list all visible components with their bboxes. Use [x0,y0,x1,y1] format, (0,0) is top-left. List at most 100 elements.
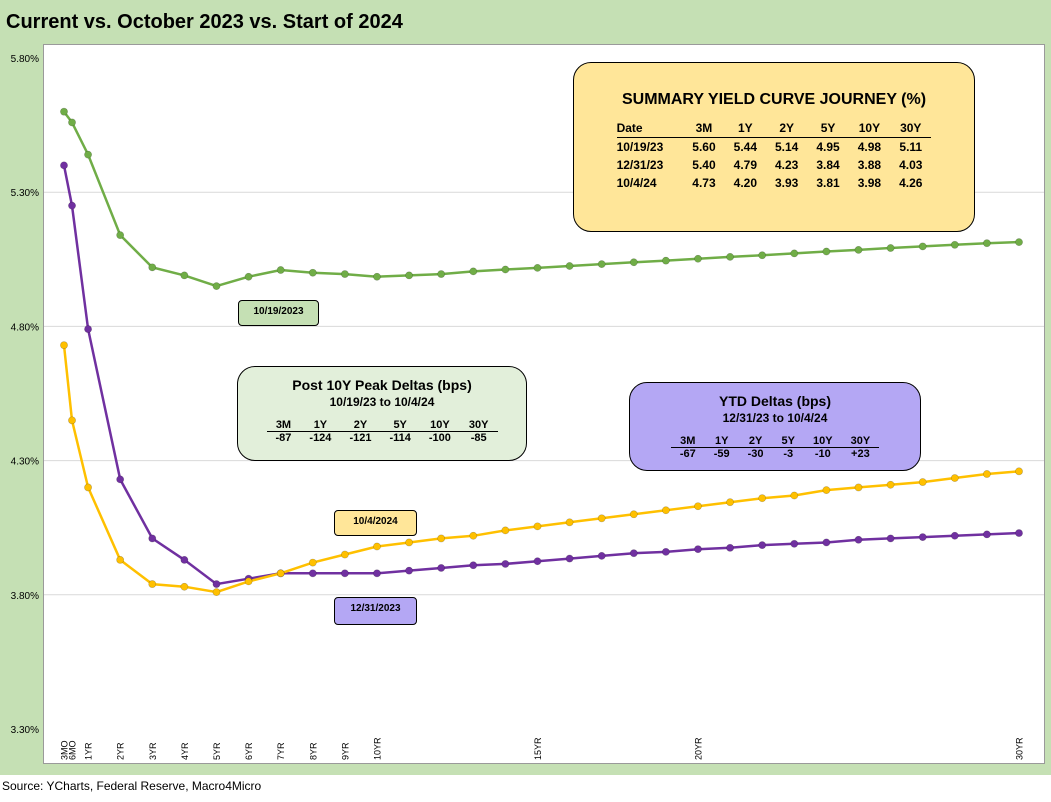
x-tick-label: 3YR [148,742,158,760]
ytd-deltas-value: -3 [783,448,794,460]
data-point-dec2023 [982,530,991,539]
y-tick-label: 4.30% [11,457,39,468]
summary-cell: 4.73 [692,176,716,190]
data-point-oct2023 [116,231,125,240]
summary-header-cell: 10Y [858,121,881,135]
summary-cell: 5.14 [775,140,799,154]
data-point-oct2024 [950,474,959,482]
summary-header-row: Date 3M 1Y 2Y 5Y 10Y 30Y [617,119,932,138]
data-point-oct2024 [180,582,189,591]
data-point-dec2023 [116,475,125,484]
data-point-oct2024 [437,534,446,543]
y-tick-label: 5.80% [11,54,39,65]
data-point-oct2024 [84,483,92,492]
data-point-dec2023 [373,569,381,578]
data-point-oct2024 [405,538,413,547]
data-point-oct2023 [340,270,349,278]
peak-deltas-value: -121 [349,432,372,444]
data-point-dec2023 [565,554,574,563]
data-point-dec2023 [180,556,189,564]
peak-deltas-subtitle: 10/19/23 to 10/4/24 [329,395,435,409]
data-point-dec2023 [661,547,670,556]
summary-cell: 12/31/23 [616,158,664,172]
data-point-dec2023 [822,538,831,547]
summary-row: 12/31/23 5.40 4.79 4.23 3.84 3.88 4.03 [617,156,932,174]
peak-deltas-header-cell: 1Y [313,419,328,431]
peak-deltas-header-cell: 3M [275,419,292,431]
data-point-oct2024 [308,558,317,567]
data-point-oct2024 [790,491,799,500]
ytd-deltas-header-cell: 10Y [813,435,833,447]
ytd-deltas-header-cell: 2Y [748,435,763,447]
y-tick-label: 5.30% [11,188,39,199]
data-point-oct2023 [661,256,670,265]
data-point-oct2024 [533,522,542,531]
data-point-dec2023 [790,539,799,548]
data-point-oct2023 [918,242,927,251]
data-point-dec2023 [469,561,478,570]
data-point-oct2023 [854,246,863,254]
label-dec2023-text: 12/31/2023 [350,603,401,614]
ytd-deltas-header-cell: 1Y [714,435,729,447]
data-point-dec2023 [886,534,895,543]
data-point-oct2023 [597,260,606,269]
data-point-dec2023 [148,534,157,543]
data-point-dec2023 [340,569,349,578]
data-point-oct2024 [60,341,68,350]
label-dec2023: 12/31/2023 [334,597,417,625]
y-tick-label: 3.30% [11,725,39,736]
summary-cell: 3.84 [816,158,840,172]
ytd-deltas-value: +23 [851,448,870,460]
peak-deltas-value: -114 [389,432,411,444]
ytd-deltas-value: -30 [747,448,764,460]
data-point-oct2024 [854,483,863,492]
summary-cell: 3.88 [857,158,882,172]
summary-header-cell: 3M [695,121,713,135]
data-point-dec2023 [84,325,92,333]
summary-header-cell: Date [616,121,643,135]
x-tick-label: 7YR [276,742,286,760]
data-point-oct2024 [565,518,574,527]
peak-deltas-title: Post 10Y Peak Deltas (bps) [292,377,472,393]
data-point-oct2023 [84,150,92,159]
summary-row: 10/4/24 4.73 4.20 3.93 3.81 3.98 4.26 [617,174,932,192]
peak-deltas-header-cell: 30Y [468,419,489,431]
x-tick-label: 5YR [212,742,222,760]
summary-header-cell: 1Y [737,121,753,135]
label-oct2024: 10/4/2024 [334,510,417,536]
data-point-oct2023 [565,262,574,270]
data-point-oct2023 [373,272,381,281]
label-oct2023-text: 10/19/2023 [253,306,304,317]
summary-cell: 4.79 [733,158,757,172]
summary-row: 10/19/23 5.60 5.44 5.14 4.95 4.98 5.11 [616,137,932,157]
data-point-oct2024 [629,510,638,519]
data-point-oct2023 [726,252,734,261]
summary-header-cell: 30Y [900,121,922,135]
summary-cell: 4.98 [857,140,882,154]
data-point-oct2024 [340,550,349,559]
data-point-dec2023 [501,560,510,568]
peak-deltas-table: 3M 1Y 2Y 5Y 10Y 30Y -87 -124 -121 -114 -… [266,419,498,444]
data-point-oct2023 [694,254,702,263]
data-point-oct2024 [148,580,157,588]
peak-deltas-value: -100 [428,432,451,444]
chart-title: Current vs. October 2023 vs. Start of 20… [6,11,403,33]
summary-cell: 5.40 [692,158,716,172]
data-point-oct2023 [982,239,991,248]
data-point-oct2023 [629,258,638,267]
ytd-deltas-subtitle: 12/31/23 to 10/4/24 [722,411,828,425]
data-point-oct2024 [244,577,253,586]
ytd-deltas-header-cell: 30Y [850,435,871,447]
peak-deltas-value: -87 [275,432,292,444]
data-point-dec2023 [950,531,959,540]
label-oct2023: 10/19/2023 [238,300,319,326]
series-line-dec2023 [62,165,1020,586]
data-point-oct2024 [597,514,606,523]
data-point-oct2024 [212,588,221,597]
data-point-oct2023 [405,271,413,280]
data-point-oct2023 [60,107,68,116]
data-point-dec2023 [629,549,638,558]
x-tick-label: 6MO [68,740,78,760]
series-points [60,107,1023,597]
